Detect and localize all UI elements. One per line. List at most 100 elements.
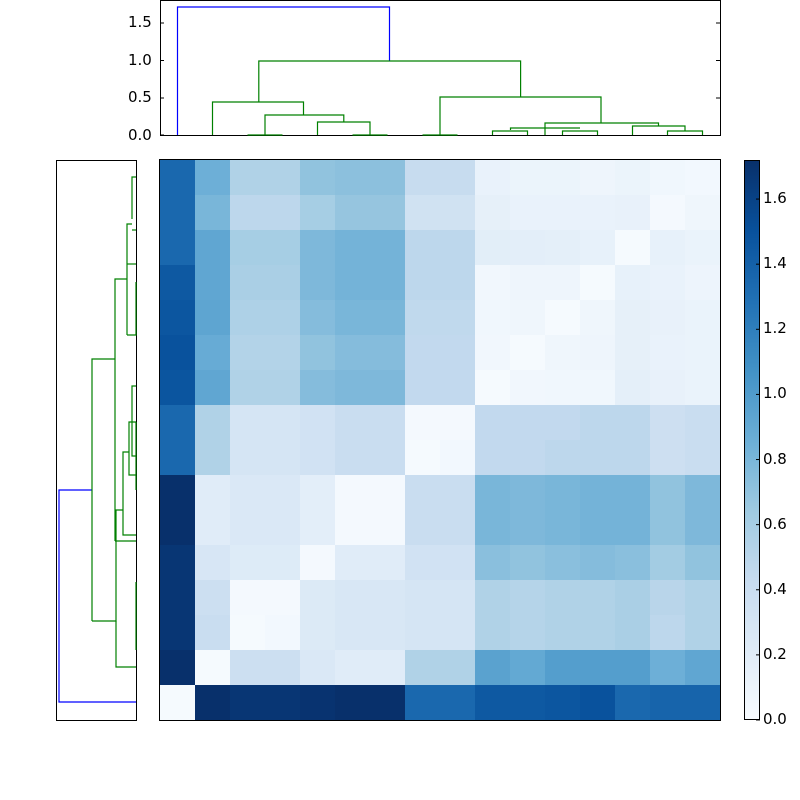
heatmap-cell	[615, 230, 650, 265]
heatmap-cell	[265, 230, 300, 265]
heatmap-cell	[685, 580, 720, 615]
heatmap-cell	[440, 265, 475, 300]
heatmap-cell	[405, 160, 440, 195]
heatmap-cell	[475, 510, 510, 545]
heatmap-cell	[685, 685, 720, 720]
heatmap-cell	[510, 615, 545, 650]
heatmap-cell	[440, 615, 475, 650]
heatmap-cell	[510, 265, 545, 300]
heatmap-cell	[370, 300, 405, 335]
heatmap-cell	[440, 440, 475, 475]
heatmap-cell	[370, 545, 405, 580]
heatmap-cell	[160, 335, 195, 370]
heatmap-cell	[370, 405, 405, 440]
left-dendrogram-axes	[56, 160, 137, 721]
heatmap-cell	[195, 440, 230, 475]
heatmap-cell	[195, 300, 230, 335]
heatmap-cell	[230, 545, 265, 580]
colorbar-tick-label: 0.6	[763, 514, 787, 533]
heatmap-cell	[580, 685, 615, 720]
heatmap-cell	[265, 580, 300, 615]
heatmap-cell	[615, 685, 650, 720]
heatmap-cell	[370, 580, 405, 615]
heatmap-cell	[650, 475, 685, 510]
heatmap-cell	[580, 615, 615, 650]
colorbar	[744, 160, 760, 720]
heatmap-cell	[440, 650, 475, 685]
heatmap-cell	[615, 195, 650, 230]
heatmap-cell	[685, 265, 720, 300]
heatmap-cell	[230, 510, 265, 545]
heatmap-cell	[265, 370, 300, 405]
heatmap-cell	[510, 545, 545, 580]
heatmap-cell	[230, 370, 265, 405]
heatmap-cell	[650, 300, 685, 335]
heatmap-cell	[195, 580, 230, 615]
heatmap-cell	[300, 685, 335, 720]
heatmap-cell	[545, 440, 580, 475]
colorbar-tick-label: 0.0	[763, 710, 787, 728]
heatmap-cell	[650, 580, 685, 615]
heatmap-cell	[580, 335, 615, 370]
heatmap-cell	[335, 685, 370, 720]
heatmap-cell	[160, 545, 195, 580]
heatmap-cell	[475, 580, 510, 615]
heatmap-cell	[545, 405, 580, 440]
heatmap-cell	[440, 545, 475, 580]
heatmap-cell	[300, 230, 335, 265]
heatmap-cell	[510, 300, 545, 335]
heatmap-cell	[230, 335, 265, 370]
top-dendro-ytick-1: 0.5	[128, 88, 152, 106]
heatmap-cell	[545, 230, 580, 265]
heatmap-cell	[475, 160, 510, 195]
colorbar-tick-label: 1.4	[763, 254, 787, 273]
top-dendro-ytick-0: 0.0	[128, 126, 152, 144]
heatmap-cell	[440, 475, 475, 510]
heatmap-cell	[510, 580, 545, 615]
heatmap-cell	[615, 300, 650, 335]
heatmap-cell	[580, 265, 615, 300]
heatmap-cell	[685, 650, 720, 685]
heatmap-cell	[300, 370, 335, 405]
heatmap-cell	[580, 300, 615, 335]
heatmap-cell	[160, 685, 195, 720]
heatmap-cell	[265, 685, 300, 720]
heatmap-cell	[370, 475, 405, 510]
heatmap-cell	[615, 650, 650, 685]
heatmap-cell	[545, 300, 580, 335]
heatmap-cell	[335, 510, 370, 545]
colorbar-tick-label: 1.0	[763, 384, 787, 403]
heatmap-cell	[160, 230, 195, 265]
heatmap-cell	[685, 440, 720, 475]
heatmap-cell	[370, 160, 405, 195]
heatmap-cell	[300, 580, 335, 615]
colorbar-tick-label: 0.4	[763, 579, 787, 598]
heatmap-cell	[685, 475, 720, 510]
heatmap-cell	[195, 230, 230, 265]
heatmap-cell	[370, 510, 405, 545]
heatmap-cell	[475, 230, 510, 265]
heatmap-cell	[510, 685, 545, 720]
heatmap-cell	[405, 475, 440, 510]
heatmap-cell	[440, 230, 475, 265]
heatmap-cell	[300, 335, 335, 370]
heatmap-cell	[440, 160, 475, 195]
heatmap-cell	[265, 510, 300, 545]
heatmap-cell	[615, 580, 650, 615]
heatmap-cell	[615, 545, 650, 580]
heatmap-cell	[405, 615, 440, 650]
left-dendrogram	[58, 176, 137, 703]
heatmap-cell	[195, 160, 230, 195]
heatmap-cell	[265, 265, 300, 300]
heatmap-cell	[195, 370, 230, 405]
heatmap-cell	[475, 440, 510, 475]
heatmap-cell	[195, 615, 230, 650]
heatmap-cell	[650, 650, 685, 685]
heatmap-cell	[580, 580, 615, 615]
heatmap-cell	[510, 335, 545, 370]
heatmap-cell	[195, 510, 230, 545]
heatmap-cell	[335, 370, 370, 405]
heatmap-cell	[545, 510, 580, 545]
colorbar-ticks	[756, 198, 760, 721]
heatmap-cell	[650, 545, 685, 580]
